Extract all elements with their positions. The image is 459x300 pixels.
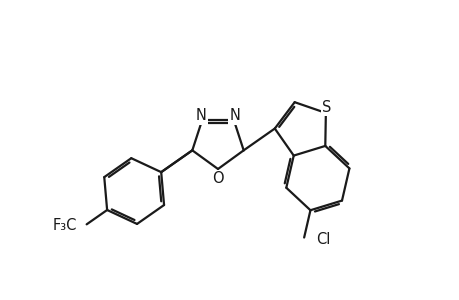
Text: Cl: Cl	[315, 232, 330, 247]
Text: O: O	[212, 171, 224, 186]
Text: N: N	[229, 108, 240, 123]
Text: N: N	[195, 108, 206, 123]
Text: S: S	[321, 100, 331, 115]
Text: F₃C: F₃C	[52, 218, 77, 233]
